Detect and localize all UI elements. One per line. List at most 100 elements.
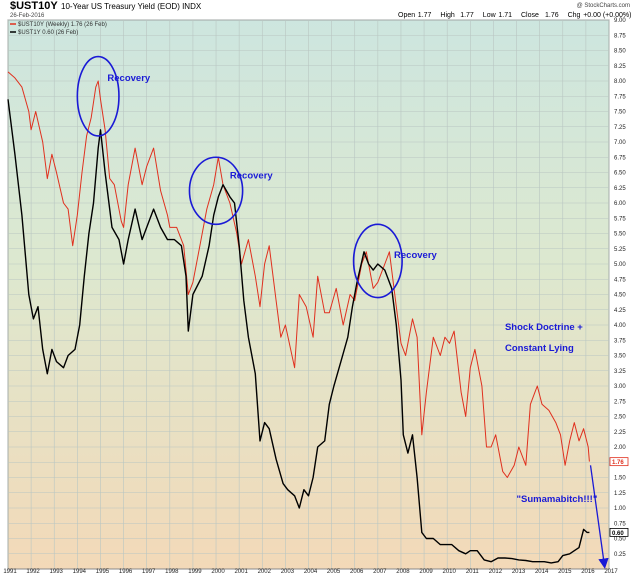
y-axis: 0.250.500.751.001.251.501.752.002.252.50… bbox=[609, 18, 629, 558]
y-tick-label: 3.50 bbox=[614, 354, 626, 360]
legend: $UST10Y (Weekly) 1.76 (26 Feb) $UST1Y 0.6… bbox=[10, 22, 107, 36]
y-tick-label: 6.50 bbox=[614, 171, 626, 177]
watermark: @ StockCharts.com bbox=[577, 3, 630, 9]
y-tick-label: 5.75 bbox=[614, 216, 626, 222]
x-tick-label: 2012 bbox=[489, 569, 503, 575]
y-tick-label: 5.50 bbox=[614, 232, 626, 238]
series-line-ust1y bbox=[7, 99, 590, 564]
annotation-text: "Sumamabitch!!!" bbox=[517, 494, 598, 505]
y-tick-label: 9.00 bbox=[614, 18, 626, 24]
x-tick-label: 1991 bbox=[3, 569, 17, 575]
y-tick-label: 2.25 bbox=[614, 430, 626, 436]
y-tick-label: 0.50 bbox=[614, 537, 626, 543]
series bbox=[7, 71, 590, 564]
ohlc-label: High bbox=[440, 12, 455, 19]
ohlc-value: 1.71 bbox=[498, 12, 512, 19]
y-tick-label: 6.00 bbox=[614, 201, 626, 207]
x-tick-label: 1995 bbox=[96, 569, 110, 575]
x-tick-label: 2006 bbox=[350, 569, 364, 575]
annotation-circle bbox=[352, 223, 403, 299]
ohlc-value: 1.77 bbox=[460, 12, 474, 19]
legend-entry: $UST1Y 0.60 (26 Feb) bbox=[18, 30, 78, 36]
y-tick-label: 1.00 bbox=[614, 506, 626, 512]
chart-header: $UST10Y 10-Year US Treasury Yield (EOD) … bbox=[10, 0, 631, 19]
y-tick-label: 7.25 bbox=[614, 125, 626, 131]
last-value-label: 1.76 bbox=[612, 460, 624, 466]
ohlc-label: Low bbox=[483, 12, 497, 19]
x-tick-label: 2011 bbox=[466, 569, 480, 575]
grid bbox=[7, 19, 610, 569]
y-tick-label: 3.25 bbox=[614, 369, 626, 375]
y-tick-label: 2.75 bbox=[614, 399, 626, 405]
x-tick-label: 1999 bbox=[188, 569, 202, 575]
x-tick-label: 2009 bbox=[419, 569, 433, 575]
ohlc-value: +0.00 (+0.00%) bbox=[583, 12, 631, 19]
y-tick-label: 7.00 bbox=[614, 140, 626, 146]
ohlc-label: Open bbox=[398, 12, 415, 19]
x-tick-label: 1992 bbox=[26, 569, 40, 575]
ohlc-label: Chg bbox=[568, 12, 581, 19]
chart-date: 26-Feb-2016 bbox=[10, 13, 45, 19]
y-tick-label: 8.00 bbox=[614, 79, 626, 85]
x-tick-label: 1997 bbox=[142, 569, 156, 575]
series-line-ust10y bbox=[7, 71, 590, 478]
y-tick-label: 3.00 bbox=[614, 384, 626, 390]
x-tick-label: 2017 bbox=[604, 569, 618, 575]
y-tick-label: 7.50 bbox=[614, 110, 626, 116]
y-tick-label: 5.25 bbox=[614, 247, 626, 253]
y-tick-label: 2.00 bbox=[614, 445, 626, 451]
x-tick-label: 2000 bbox=[211, 569, 225, 575]
x-axis: 1991 1992 1993 1994 1995 1996 1997 1998 1999 2000… bbox=[3, 569, 618, 575]
x-tick-label: 2007 bbox=[373, 569, 387, 575]
y-tick-label: 2.50 bbox=[614, 415, 626, 421]
x-tick-label: 1994 bbox=[73, 569, 87, 575]
x-tick-label: 2004 bbox=[304, 569, 318, 575]
annotation-text: Recovery bbox=[107, 73, 150, 84]
ohlc-value: 1.76 bbox=[545, 12, 559, 19]
annotations: Recovery Recovery Recovery Shock Doctrine +… bbox=[76, 55, 609, 569]
y-tick-label: 4.75 bbox=[614, 277, 626, 283]
annotation-circle bbox=[76, 55, 120, 137]
y-tick-label: 0.25 bbox=[614, 552, 626, 558]
x-tick-label: 2014 bbox=[535, 569, 549, 575]
annotation-arrow bbox=[589, 465, 609, 569]
annotation-text: Shock Doctrine + bbox=[505, 322, 583, 333]
annotation-text: Recovery bbox=[394, 250, 437, 261]
y-tick-label: 3.75 bbox=[614, 338, 626, 344]
y-tick-label: 8.50 bbox=[614, 49, 626, 55]
x-tick-label: 2010 bbox=[443, 569, 457, 575]
y-tick-label: 1.50 bbox=[614, 476, 626, 482]
symbol: $UST10Y bbox=[10, 0, 58, 12]
last-value-label: 0.60 bbox=[612, 531, 624, 537]
x-tick-label: 1998 bbox=[165, 569, 179, 575]
y-tick-label: 7.75 bbox=[614, 94, 626, 100]
x-tick-label: 2001 bbox=[234, 569, 248, 575]
x-tick-label: 2005 bbox=[327, 569, 341, 575]
y-tick-label: 0.75 bbox=[614, 521, 626, 527]
y-tick-label: 4.25 bbox=[614, 308, 626, 314]
x-tick-label: 2013 bbox=[512, 569, 526, 575]
x-tick-label: 1996 bbox=[119, 569, 133, 575]
annotation-text: Constant Lying bbox=[505, 343, 574, 354]
annotation-text: Recovery bbox=[230, 171, 273, 182]
y-tick-label: 8.75 bbox=[614, 33, 626, 39]
annotation-circle bbox=[188, 156, 244, 226]
symbol-description: 10-Year US Treasury Yield (EOD) INDX bbox=[61, 2, 202, 11]
y-tick-label: 5.00 bbox=[614, 262, 626, 268]
last-value-tag bbox=[609, 457, 629, 467]
x-tick-label: 2003 bbox=[281, 569, 295, 575]
last-value-tag bbox=[609, 528, 629, 537]
y-tick-label: 4.50 bbox=[614, 293, 626, 299]
y-tick-label: 1.25 bbox=[614, 491, 626, 497]
x-tick-label: 2008 bbox=[396, 569, 410, 575]
ohlc-readout: Open 1.77 High 1.77 Low 1.71 Close 1.76 Chg +0.00… bbox=[398, 12, 631, 19]
y-tick-label: 6.25 bbox=[614, 186, 626, 192]
ohlc-label: Close bbox=[521, 12, 539, 19]
ohlc-value: 1.77 bbox=[418, 12, 432, 19]
legend-entry: $UST10Y (Weekly) 1.76 (26 Feb) bbox=[18, 22, 107, 28]
x-tick-label: 2015 bbox=[558, 569, 572, 575]
x-tick-label: 1993 bbox=[50, 569, 64, 575]
y-tick-label: 8.25 bbox=[614, 64, 626, 70]
